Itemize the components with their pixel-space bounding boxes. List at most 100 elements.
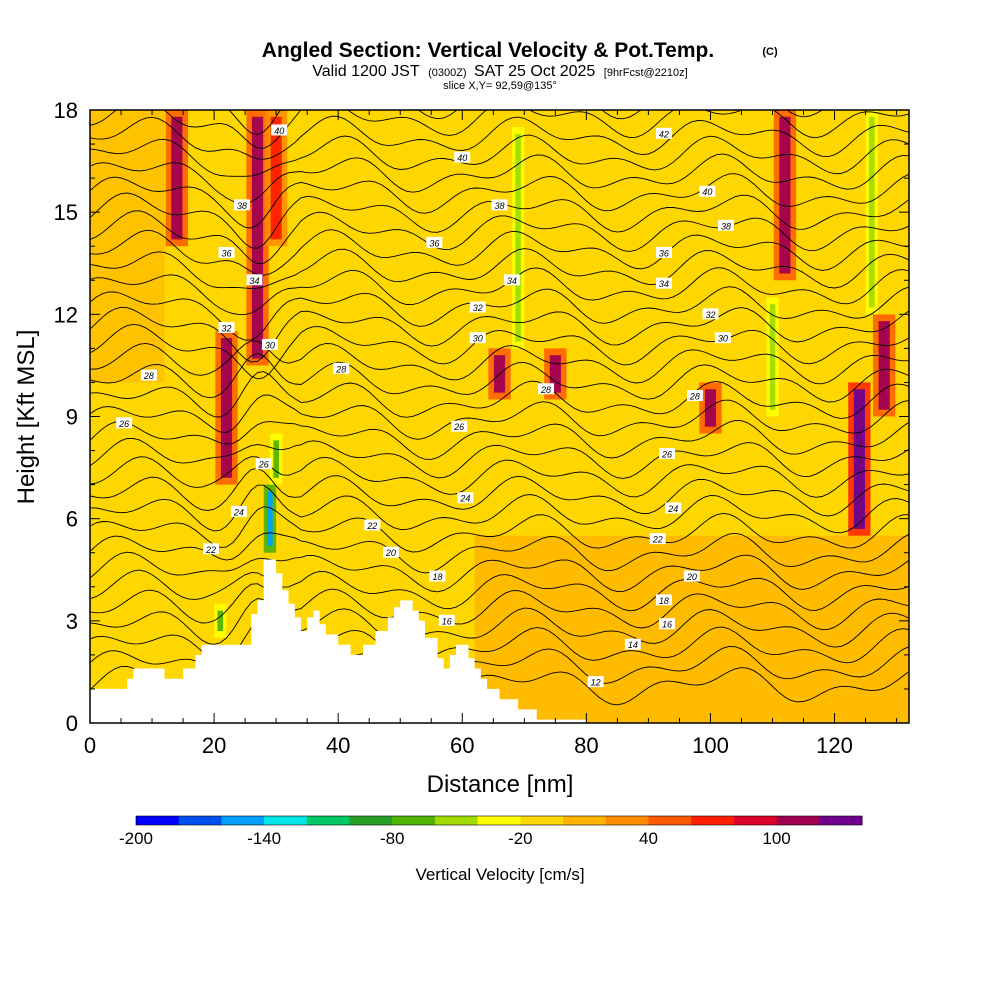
contour-label-bg-24	[451, 420, 468, 432]
x-tick-label-60: 60	[450, 733, 474, 758]
theta-contour-19	[90, 532, 909, 574]
colorbar-swatch-7	[434, 816, 479, 825]
contour-label-35: 18	[432, 572, 442, 582]
contour-label-bg-22	[686, 390, 703, 402]
updraft-core-9	[878, 321, 890, 410]
contour-label-bg-33	[382, 546, 399, 558]
downdraft-core-1	[273, 440, 279, 478]
y-tick-label-15: 15	[54, 200, 78, 225]
contour-label-bg-9	[655, 247, 672, 259]
contour-label-bg-36	[655, 594, 672, 606]
colorbar-swatch-3	[264, 816, 308, 825]
y-tick-label-18: 18	[54, 98, 78, 123]
updraft-core-3	[270, 116, 282, 240]
contour-labels: 40 40 42 40 38 38 38 36 36 36 34 34 34 32 32 32 30 30 30 28…	[116, 124, 734, 688]
contour-label-32: 22	[205, 545, 216, 555]
contour-label-40: 12	[591, 678, 601, 688]
colorbar-swatch-8	[477, 816, 521, 825]
contour-label-bg-7	[218, 247, 235, 259]
theta-contour-25	[90, 420, 909, 460]
contour-label-12: 34	[659, 279, 669, 289]
colorbar-tick-label--80: -80	[380, 829, 405, 848]
downdraft-core-5	[868, 116, 875, 308]
downdraft-core-0	[267, 491, 273, 546]
colorbar-swatch-12	[648, 816, 692, 825]
theta-contour-39	[90, 153, 909, 204]
contour-label-13: 32	[221, 323, 231, 333]
updraft-core-1	[220, 338, 233, 478]
contour-label-25: 26	[661, 449, 672, 459]
colorbar	[135, 815, 863, 826]
colorbar-swatch-0	[136, 816, 180, 825]
contour-label-24: 26	[453, 422, 464, 432]
contour-label-bg-2	[655, 127, 672, 139]
x-tick-label-40: 40	[326, 733, 350, 758]
contour-label-bg-16	[261, 338, 278, 350]
subtitle-forecast: [9hrFcst@2210z]	[604, 67, 688, 79]
theta-contour-21	[90, 484, 909, 534]
theta-contour-29	[90, 340, 909, 385]
contour-label-6: 38	[721, 221, 731, 231]
subtitle-date: SAT 25 Oct 2025	[474, 63, 595, 80]
colorbar-swatch-14	[733, 816, 778, 825]
contour-label-bg-23	[116, 417, 133, 429]
x-tick-label-100: 100	[692, 733, 729, 758]
contour-label-bg-34	[683, 570, 700, 582]
x-axis-label: Distance [nm]	[427, 771, 574, 798]
theta-contour-22	[90, 467, 909, 517]
colorbar-swatch-11	[605, 816, 649, 825]
contour-label-bg-15	[702, 308, 719, 320]
theta-contour-20	[90, 506, 909, 553]
theta-contour-18	[90, 551, 909, 593]
colorbar-swatch-16	[819, 816, 863, 825]
colorbar-swatch-9	[520, 816, 564, 825]
terrain	[90, 559, 909, 723]
contour-label-21: 28	[540, 385, 551, 395]
colorbar-swatch-1	[178, 816, 222, 825]
contour-label-bg-25	[659, 447, 676, 459]
updraft-core-8	[853, 389, 865, 529]
contour-label-bg-32	[202, 543, 219, 555]
colorbar-tick-label--200: -200	[119, 829, 153, 848]
contour-label-bg-38	[659, 618, 676, 630]
updraft-core-6	[704, 389, 717, 427]
theta-contour-28	[90, 352, 909, 403]
contour-label-38: 16	[662, 620, 672, 630]
colorbar-label: Vertical Velocity [cm/s]	[415, 865, 584, 884]
x-tick-label-120: 120	[816, 733, 853, 758]
contour-label-27: 24	[233, 507, 244, 517]
theta-contour-34	[90, 248, 909, 289]
contour-label-2: 42	[659, 129, 669, 139]
contour-label-37: 16	[442, 616, 452, 626]
contour-label-bg-20	[333, 362, 350, 374]
downdraft-core-3	[515, 133, 521, 342]
contour-label-18: 30	[718, 334, 728, 344]
contour-label-bg-4	[234, 199, 251, 211]
contour-label-10: 34	[249, 276, 259, 286]
colorbar-swatch-15	[776, 816, 820, 825]
theta-contour-40	[90, 134, 909, 177]
contour-label-8: 36	[429, 238, 439, 248]
contour-label-3: 40	[702, 187, 712, 197]
velocity-field	[90, 110, 909, 723]
contour-label-29: 24	[667, 504, 678, 514]
slice-label: slice X,Y= 92,59@135°	[443, 80, 557, 92]
subtitle-utc: (0300Z)	[428, 67, 467, 79]
contour-label-bg-1	[454, 151, 471, 163]
contour-label-14: 32	[473, 303, 483, 313]
y-tick-label-6: 6	[66, 507, 78, 532]
contour-label-bg-3	[699, 185, 716, 197]
chart-title: Angled Section: Vertical Velocity & Pot.…	[262, 39, 714, 62]
colorbar-swatch-2	[221, 816, 265, 825]
contour-label-31: 22	[652, 535, 663, 545]
contour-label-19: 28	[143, 371, 154, 381]
contour-label-0: 40	[274, 126, 284, 136]
theta-contour-33	[90, 267, 909, 316]
theta-contour-38	[90, 173, 909, 229]
contour-label-34: 20	[686, 572, 697, 582]
contour-label-39: 14	[628, 640, 638, 650]
theta-contour-24	[90, 437, 909, 479]
downdraft-core-4	[769, 304, 776, 410]
